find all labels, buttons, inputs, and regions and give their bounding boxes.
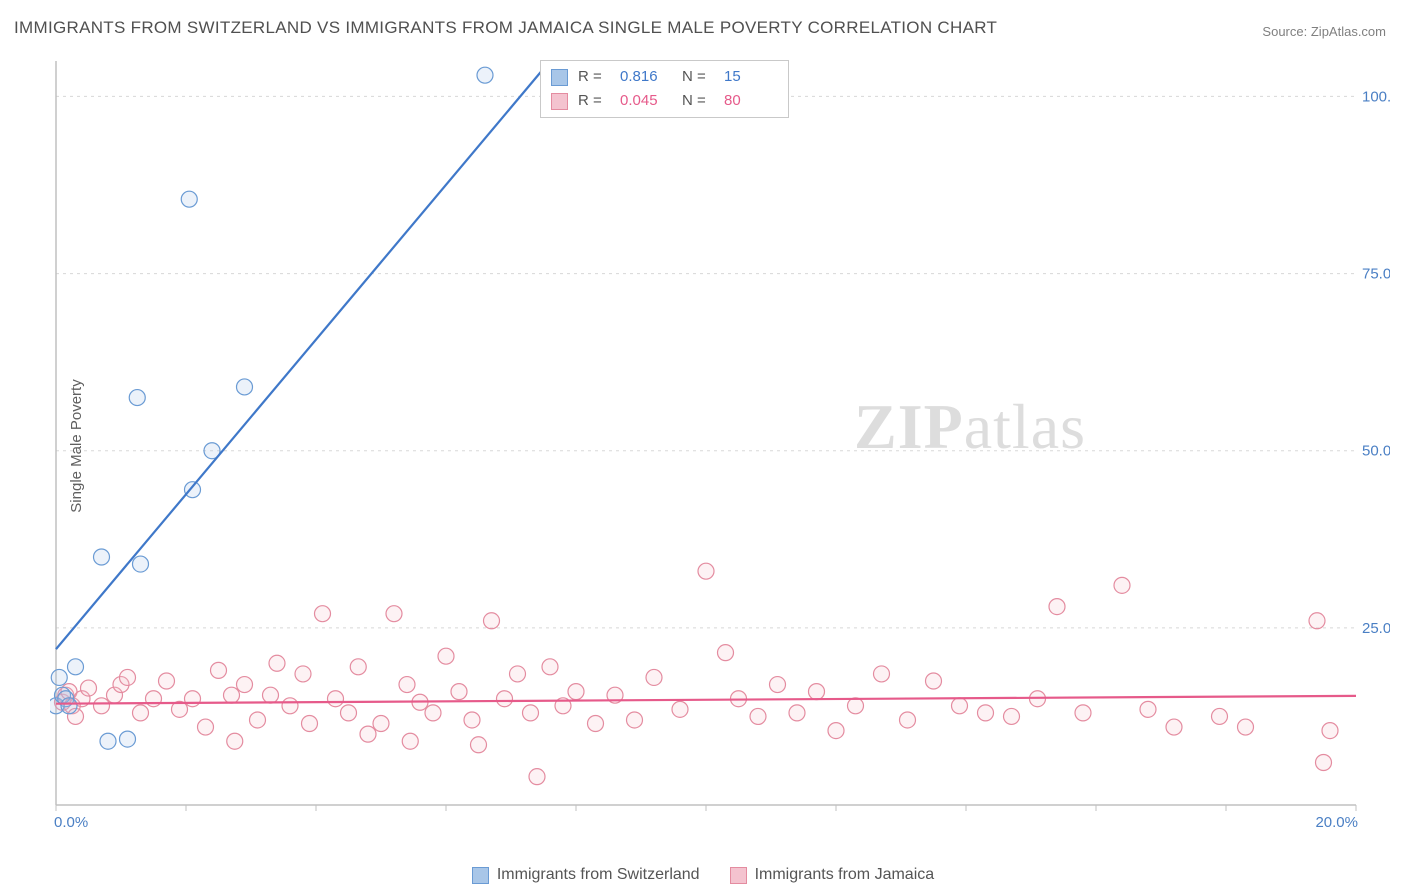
- swatch-jamaica: [551, 93, 568, 110]
- r-value-jamaica: 0.045: [620, 89, 674, 113]
- svg-text:20.0%: 20.0%: [1315, 814, 1358, 831]
- n-label: N =: [682, 89, 716, 113]
- chart-title: IMMIGRANTS FROM SWITZERLAND VS IMMIGRANT…: [14, 18, 997, 38]
- scatter-chart-svg: 25.0% 50.0% 75.0% 100.0% 0.0% 20.0%: [50, 55, 1390, 835]
- legend-row-jamaica: R = 0.045 N = 80: [551, 89, 778, 113]
- svg-text:100.0%: 100.0%: [1362, 88, 1390, 105]
- swatch-switzerland: [472, 867, 489, 884]
- svg-text:25.0%: 25.0%: [1362, 620, 1390, 637]
- svg-text:75.0%: 75.0%: [1362, 266, 1390, 283]
- source-label: Source:: [1262, 24, 1307, 39]
- legend-row-switzerland: R = 0.816 N = 15: [551, 65, 778, 89]
- source-link[interactable]: ZipAtlas.com: [1311, 24, 1386, 39]
- r-value-switzerland: 0.816: [620, 65, 674, 89]
- svg-text:50.0%: 50.0%: [1362, 443, 1390, 460]
- r-label: R =: [578, 65, 612, 89]
- swatch-jamaica: [730, 867, 747, 884]
- correlation-legend: R = 0.816 N = 15 R = 0.045 N = 80: [540, 60, 789, 118]
- n-label: N =: [682, 65, 716, 89]
- chart-plot-area: 25.0% 50.0% 75.0% 100.0% 0.0% 20.0%: [50, 55, 1390, 835]
- r-label: R =: [578, 89, 612, 113]
- n-value-jamaica: 80: [724, 89, 778, 113]
- series-legend: Immigrants from Switzerland Immigrants f…: [0, 866, 1406, 884]
- legend-label: Immigrants from Jamaica: [755, 866, 935, 884]
- legend-label: Immigrants from Switzerland: [497, 866, 700, 884]
- legend-item-switzerland: Immigrants from Switzerland: [472, 866, 700, 884]
- svg-text:0.0%: 0.0%: [54, 814, 88, 831]
- source-attribution: Source: ZipAtlas.com: [1262, 24, 1386, 39]
- n-value-switzerland: 15: [724, 65, 778, 89]
- swatch-switzerland: [551, 69, 568, 86]
- legend-item-jamaica: Immigrants from Jamaica: [730, 866, 935, 884]
